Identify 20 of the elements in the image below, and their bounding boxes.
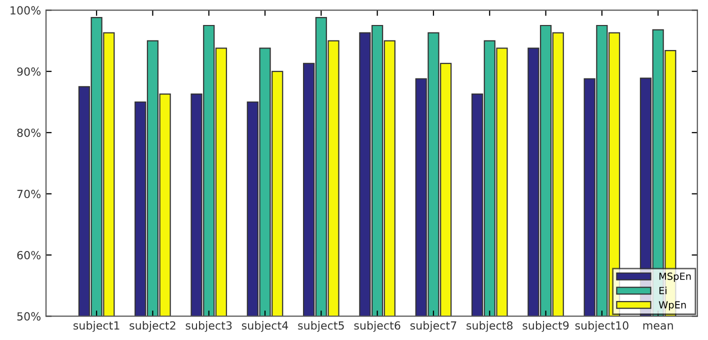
x-tick-label: subject1 — [73, 321, 120, 332]
y-tick-label: 60% — [17, 250, 41, 260]
x-tick-label: subject5 — [298, 321, 344, 332]
y-tick-label: 70% — [17, 190, 41, 198]
x-tick-label: subject6 — [354, 321, 400, 332]
x-tick-label: subject8 — [466, 321, 513, 332]
legend-label: Ei — [659, 286, 666, 294]
y-tick-label: 100% — [10, 6, 41, 15]
x-tick-label: mean — [643, 323, 673, 330]
legend-label: WpEn — [658, 301, 686, 310]
x-tick-label: subject2 — [130, 321, 176, 332]
x-tick-label: subject3 — [186, 321, 232, 332]
y-tick-label: 50% — [17, 312, 41, 321]
y-tick-label: 80% — [17, 128, 41, 137]
legend-label: MSpEn — [659, 272, 691, 282]
x-tick-label: subject10 — [575, 321, 628, 332]
x-tick-label: subject7 — [410, 321, 456, 332]
x-tick-label: subject9 — [522, 321, 569, 332]
y-tick-label: 90% — [17, 67, 41, 76]
x-tick-label: subject4 — [242, 321, 288, 332]
